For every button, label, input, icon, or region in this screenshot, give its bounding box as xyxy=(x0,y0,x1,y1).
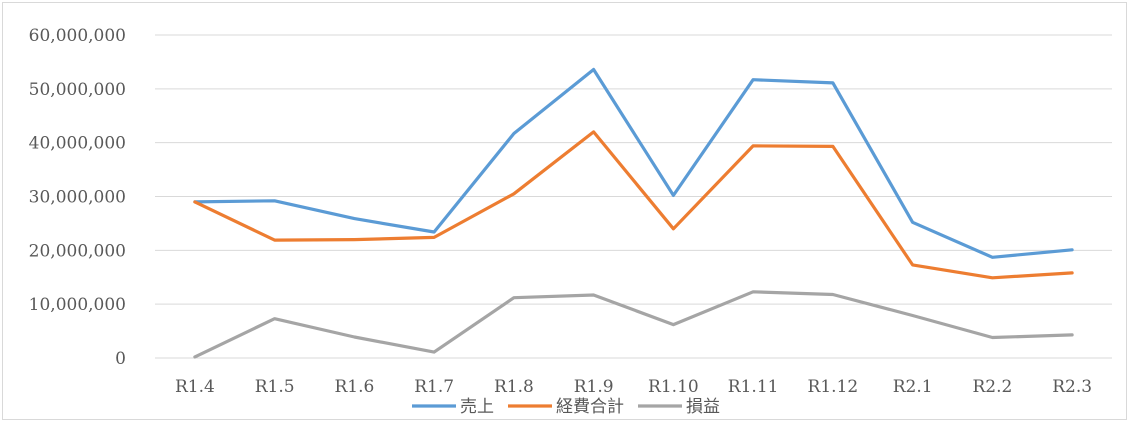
x-tick-label: R1.6 xyxy=(334,377,374,397)
y-tick-label: 10,000,000 xyxy=(29,295,126,315)
y-tick-label: 0 xyxy=(115,349,126,369)
x-tick-label: R1.11 xyxy=(728,377,779,397)
gridlines xyxy=(155,34,1112,359)
y-axis: 0 10,000,000 20,000,000 30,000,000 40,000,00… xyxy=(29,26,126,369)
y-tick-label: 60,000,000 xyxy=(29,26,126,46)
x-tick-label: R1.12 xyxy=(808,377,859,397)
legend-label-1: 経費合計 xyxy=(556,397,624,417)
y-tick-label: 30,000,000 xyxy=(29,188,126,208)
legend: 売上 経費合計 損益 xyxy=(412,397,720,417)
y-tick-label: 50,000,000 xyxy=(29,80,126,100)
y-tick-label: 40,000,000 xyxy=(29,134,126,154)
x-tick-label: R1.7 xyxy=(414,377,454,397)
x-tick-label: R1.10 xyxy=(648,377,699,397)
legend-label-2: 損益 xyxy=(686,397,720,417)
legend-label-0: 売上 xyxy=(460,397,494,417)
x-tick-label: R2.2 xyxy=(972,377,1012,397)
series-lines xyxy=(193,67,1074,359)
x-tick-label: R1.8 xyxy=(494,377,534,397)
x-tick-label: R2.3 xyxy=(1052,377,1092,397)
series-line-0 xyxy=(193,67,1074,259)
y-tick-label: 20,000,000 xyxy=(29,241,126,261)
x-tick-label: R2.1 xyxy=(893,377,933,397)
x-tick-label: R1.5 xyxy=(255,377,295,397)
x-tick-label: R1.9 xyxy=(574,377,614,397)
series-line-2 xyxy=(193,290,1074,359)
series-line-1 xyxy=(193,130,1074,280)
x-tick-label: R1.4 xyxy=(175,377,215,397)
x-axis: R1.4 R1.5 R1.6 R1.7 R1.8 R1.9 R1.10 R1.11 R1.12 R… xyxy=(175,377,1092,397)
